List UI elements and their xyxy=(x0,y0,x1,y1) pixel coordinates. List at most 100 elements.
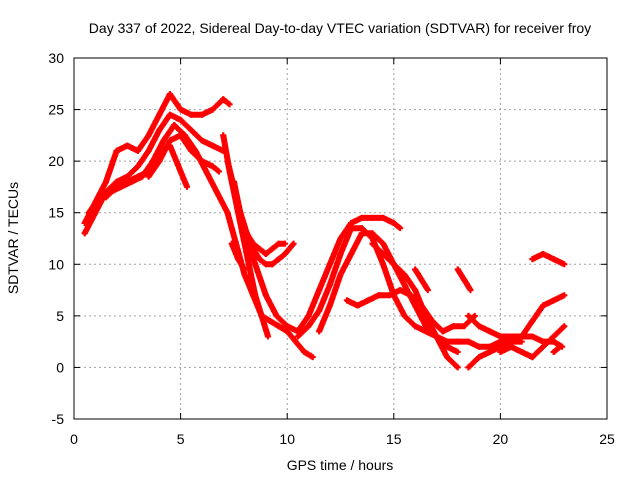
data-point xyxy=(397,287,404,294)
data-point xyxy=(486,328,493,335)
data-point xyxy=(81,220,88,227)
data-point xyxy=(134,163,141,170)
data-point xyxy=(412,302,419,309)
data-point xyxy=(369,214,376,221)
data-point xyxy=(316,307,323,314)
data-point xyxy=(348,250,355,257)
series-arc15 xyxy=(412,266,431,294)
data-point xyxy=(401,281,408,288)
data-point xyxy=(540,302,547,309)
data-point xyxy=(380,250,387,257)
data-point xyxy=(262,261,269,268)
data-point xyxy=(529,333,536,340)
data-point xyxy=(134,173,141,180)
data-point xyxy=(529,354,536,361)
data-point xyxy=(198,158,205,165)
series-arc18 xyxy=(465,292,568,371)
data-point xyxy=(497,343,504,350)
x-tick-label: 25 xyxy=(599,431,615,447)
data-point xyxy=(160,137,167,144)
data-point xyxy=(561,323,568,330)
series-arc14 xyxy=(369,240,461,355)
data-point xyxy=(235,256,242,263)
data-series xyxy=(81,91,568,371)
data-point xyxy=(497,333,504,340)
data-point xyxy=(305,312,312,319)
x-tick-label: 15 xyxy=(386,431,402,447)
data-point xyxy=(275,323,282,330)
data-point xyxy=(102,178,109,185)
data-point xyxy=(471,312,478,319)
data-point xyxy=(561,261,568,268)
data-point xyxy=(305,323,312,330)
data-point xyxy=(486,348,493,355)
data-point xyxy=(213,189,220,196)
data-point xyxy=(209,106,216,113)
data-point xyxy=(269,261,276,268)
data-point xyxy=(177,132,184,139)
data-point xyxy=(401,312,408,319)
data-point xyxy=(461,323,468,330)
data-point xyxy=(369,240,376,247)
data-point xyxy=(348,220,355,227)
series-arc5 xyxy=(145,132,222,180)
data-point xyxy=(85,209,92,216)
data-point xyxy=(220,96,227,103)
data-point xyxy=(284,328,291,335)
data-point xyxy=(444,343,451,350)
data-point xyxy=(188,111,195,118)
x-axis-ticks: 0 5 10 15 20 25 xyxy=(70,58,615,447)
data-point xyxy=(337,250,344,257)
data-point xyxy=(237,209,244,216)
data-point xyxy=(224,158,231,165)
data-point xyxy=(256,245,263,252)
data-point xyxy=(424,287,431,294)
data-point xyxy=(166,91,173,98)
data-point xyxy=(465,312,472,319)
data-point xyxy=(102,194,109,201)
data-point xyxy=(337,271,344,278)
y-tick-label: 15 xyxy=(48,205,64,221)
data-point xyxy=(412,287,419,294)
data-point xyxy=(145,147,152,154)
data-point xyxy=(156,158,163,165)
data-point xyxy=(465,338,472,345)
chart-title: Day 337 of 2022, Sidereal Day-to-day VTE… xyxy=(89,20,591,36)
data-point xyxy=(220,132,227,139)
y-tick-label: 5 xyxy=(56,308,64,324)
data-point xyxy=(226,101,233,108)
data-point xyxy=(294,333,301,340)
data-point xyxy=(454,364,461,371)
data-point xyxy=(124,173,131,180)
data-point xyxy=(439,328,446,335)
data-point xyxy=(476,323,483,330)
data-point xyxy=(316,328,323,335)
data-point xyxy=(354,302,361,309)
data-point xyxy=(529,318,536,325)
y-axis-label: SDTVAR / TECUs xyxy=(5,182,21,294)
data-point xyxy=(508,343,515,350)
series-arc19 xyxy=(497,323,568,361)
data-point xyxy=(145,173,152,180)
data-point xyxy=(422,323,429,330)
series-arc10 xyxy=(241,214,404,335)
x-tick-label: 10 xyxy=(279,431,295,447)
data-point xyxy=(203,168,210,175)
data-point xyxy=(412,323,419,330)
data-point xyxy=(550,297,557,304)
x-tick-label: 5 xyxy=(177,431,185,447)
gridlines xyxy=(74,58,607,419)
data-point xyxy=(486,343,493,350)
y-tick-label: 30 xyxy=(48,50,64,66)
data-point xyxy=(198,111,205,118)
data-point xyxy=(177,116,184,123)
data-point xyxy=(380,261,387,268)
data-point xyxy=(252,261,259,268)
data-point xyxy=(241,271,248,278)
data-point xyxy=(348,225,355,232)
data-point xyxy=(282,240,289,247)
data-point xyxy=(358,230,365,237)
data-point xyxy=(230,178,237,185)
data-point xyxy=(518,338,525,345)
plot-frame xyxy=(73,57,608,420)
